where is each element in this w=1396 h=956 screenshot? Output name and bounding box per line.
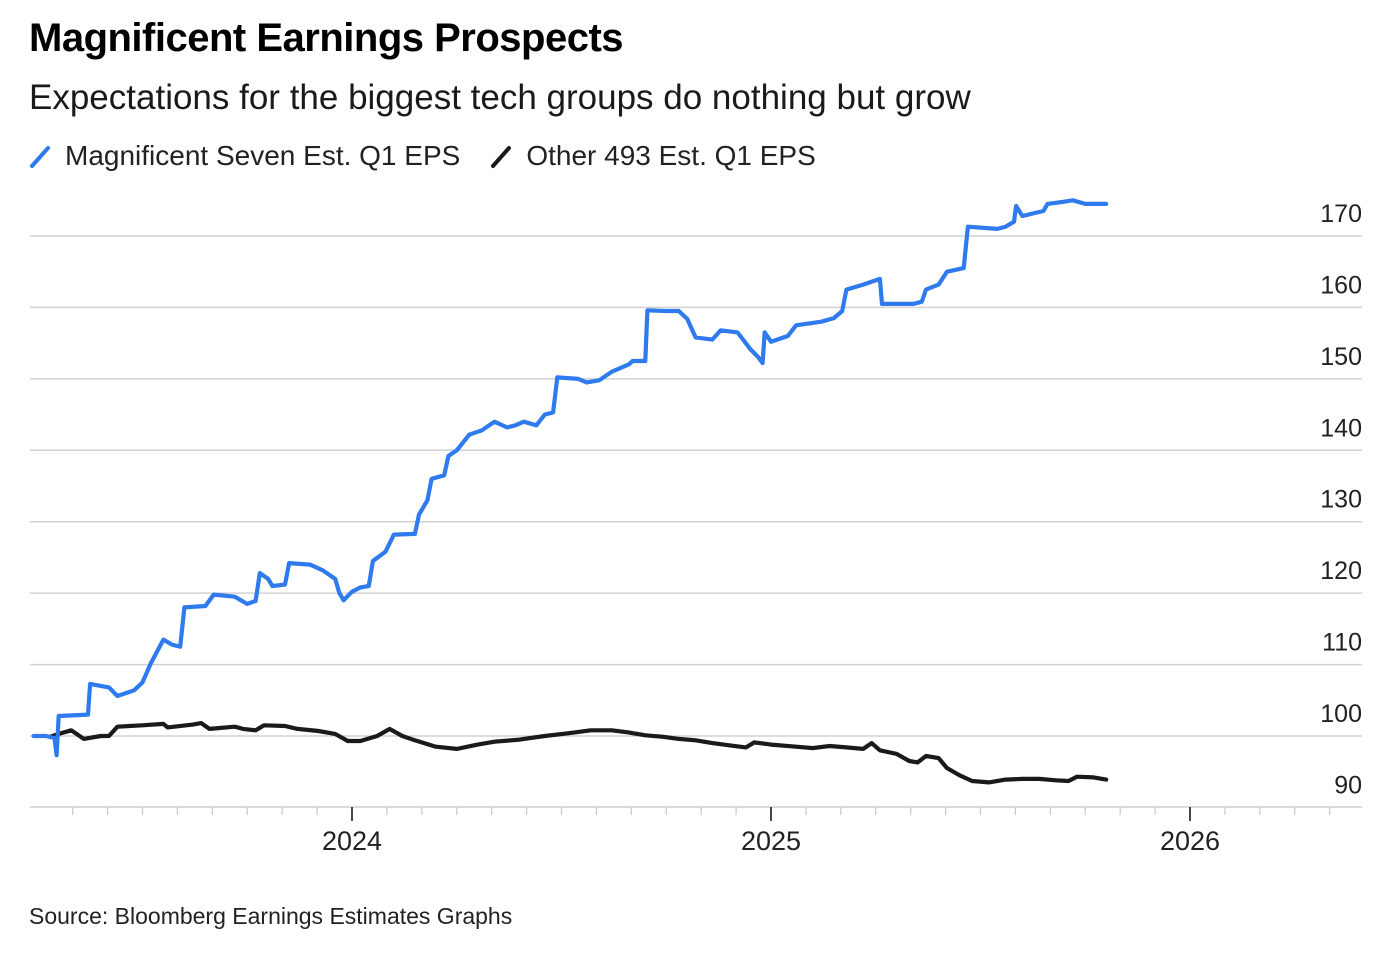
y-tick-label: 130: [1320, 486, 1362, 514]
y-axis: 90 100 110 120 130 140 150 160 170: [1320, 200, 1362, 799]
x-tick-label: 2024: [322, 826, 382, 856]
y-tick-label: 110: [1322, 629, 1362, 657]
slash-line-icon: [30, 146, 50, 168]
legend-label: Magnificent Seven Est. Q1 EPS: [65, 140, 461, 171]
y-tick-label: 140: [1320, 414, 1362, 442]
x-tick-label: 2026: [1160, 826, 1220, 856]
slash-line-icon: [491, 146, 512, 168]
y-tick-label: 170: [1320, 200, 1362, 228]
legend-item-magnificent-seven: Magnificent Seven Est. Q1 EPS: [29, 140, 460, 172]
y-tick-label: 100: [1320, 700, 1362, 728]
gridlines: [30, 235, 1362, 737]
chart-subtitle: Expectations for the biggest tech groups…: [29, 78, 971, 117]
y-tick-label: 120: [1320, 557, 1362, 585]
legend-label: Other 493 Est. Q1 EPS: [526, 140, 816, 171]
y-tick-label: 160: [1320, 271, 1362, 299]
y-tick-label: 90: [1334, 771, 1362, 799]
y-tick-label: 150: [1320, 343, 1362, 371]
series-line-magnificent-seven: [31, 198, 1109, 758]
x-tick-label: 2025: [741, 826, 801, 856]
series-line-other-493: [48, 721, 1109, 785]
x-axis: 2024 2025 2026: [30, 806, 1362, 856]
series-lines: [31, 198, 1109, 785]
legend: Magnificent Seven Est. Q1 EPS Other 493 …: [29, 140, 846, 172]
chart-title: Magnificent Earnings Prospects: [29, 16, 624, 60]
source-note: Source: Bloomberg Earnings Estimates Gra…: [29, 903, 513, 929]
legend-item-other-493: Other 493 Est. Q1 EPS: [490, 140, 816, 172]
